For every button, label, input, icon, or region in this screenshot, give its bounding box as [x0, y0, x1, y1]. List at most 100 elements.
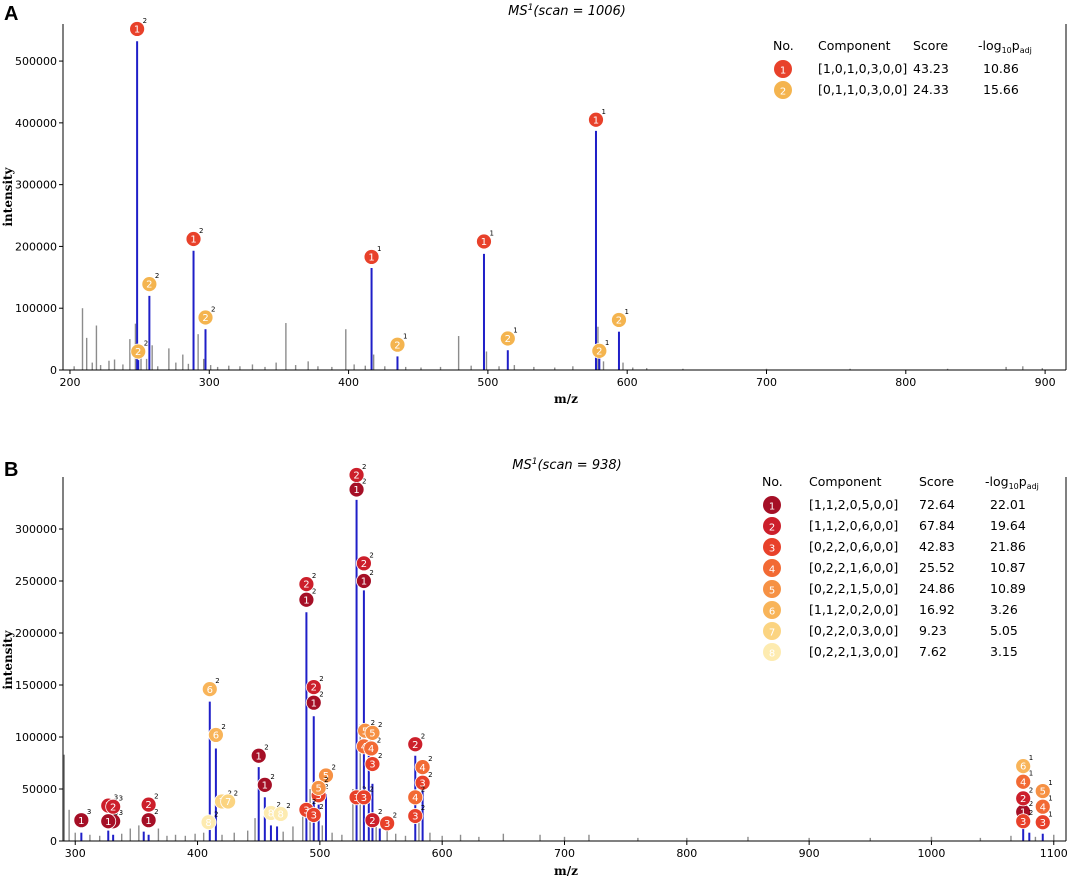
legend-score: 7.62 [919, 644, 947, 659]
legend-swatch-number: 3 [769, 544, 775, 555]
peak-marker-charge: 2 [312, 572, 316, 580]
peak-marker-number: 2 [135, 347, 141, 358]
legend-swatch-number: 2 [780, 87, 786, 98]
peak-marker-number: 2 [394, 340, 400, 351]
x-tick-label: 900 [799, 847, 820, 860]
peak-marker-charge: 1 [1048, 810, 1052, 818]
legend-score: 42.83 [919, 539, 955, 554]
peak-marker-charge: 2 [369, 551, 373, 559]
peak-marker-number: 3 [412, 812, 418, 823]
peak-marker-charge: 2 [228, 789, 232, 797]
y-axis-label-a: intensity [1, 166, 15, 226]
peak-marker-number: 3 [419, 778, 425, 789]
peak-marker [364, 724, 381, 741]
peak-marker-number: 1 [256, 751, 262, 762]
peak-marker-number: 4 [368, 744, 374, 755]
peak-marker-charge: 2 [286, 802, 290, 810]
legend-component: [0,2,2,0,6,0,0] [809, 539, 898, 554]
peak-marker-number: 2 [353, 471, 359, 482]
peak-marker-number: 1 [593, 115, 599, 126]
peak-marker [272, 806, 289, 822]
x-tick-label: 500 [309, 847, 330, 860]
peak-marker [363, 740, 380, 757]
peak-marker-charge: 3 [114, 794, 118, 802]
peak-marker-number: 1 [353, 485, 359, 496]
peak-marker-charge: 2 [1029, 800, 1033, 808]
peak-marker-number: 2 [412, 740, 418, 751]
x-tick-label: 600 [617, 376, 638, 389]
peak-marker-charge: 2 [312, 798, 316, 806]
peak-marker [591, 342, 608, 359]
legend-score: 72.64 [919, 497, 955, 512]
legend-header-score: Score [913, 38, 948, 53]
peak-marker-charge: 3 [119, 809, 123, 817]
panel-b: B MS1(scan = 938) 1212121212121213131312… [1, 457, 1068, 878]
peak-marker [499, 330, 516, 347]
y-tick-label: 100000 [15, 731, 57, 744]
peak-marker [476, 233, 492, 250]
legend-swatch-number: 8 [769, 649, 775, 660]
y-tick-label: 400000 [15, 117, 57, 130]
peak-marker-number: 8 [278, 810, 284, 821]
peak-marker [130, 343, 147, 360]
peak-marker [363, 249, 380, 265]
y-tick-label: 500000 [15, 55, 57, 68]
x-tick-label: 300 [65, 847, 86, 860]
y-tick-label: 300000 [15, 179, 57, 192]
legend-component: [1,1,2,0,2,0,0] [809, 602, 898, 617]
peak-marker-number: 2 [616, 316, 622, 327]
peak-marker-charge: 2 [369, 569, 373, 577]
x-tick-label: 400 [187, 847, 208, 860]
peak-marker [355, 573, 372, 589]
y-tick-label: 100000 [15, 302, 57, 315]
legend-swatch-number: 6 [769, 607, 775, 618]
peak-marker-number: 4 [1040, 802, 1046, 813]
peak-marker [318, 767, 334, 784]
peak-marker-number: 2 [146, 280, 152, 291]
legend-swatch [763, 496, 781, 514]
peak-marker [250, 747, 267, 764]
peak-marker-charge: 2 [215, 677, 219, 685]
legend-swatch [763, 559, 781, 577]
x-tick-label: 1100 [1040, 847, 1068, 860]
peak-marker-charge: 2 [331, 763, 335, 771]
peak-marker [348, 467, 365, 483]
x-axis-label-a: m/z [554, 392, 578, 406]
x-axis-label-b: m/z [554, 864, 578, 878]
legend-swatch [763, 622, 781, 640]
peak-marker [1015, 758, 1032, 775]
x-tick-label: 700 [756, 376, 777, 389]
legend-header-component: Component [818, 38, 891, 53]
peak-marker-charge: 1 [489, 229, 493, 237]
x-tick-label: 800 [676, 847, 697, 860]
peak-marker-charge: 2 [234, 789, 238, 797]
x-tick-label: 600 [432, 847, 453, 860]
peak-marker-number: 1 [262, 780, 268, 791]
peak-marker [355, 555, 372, 572]
y-tick-label: 300000 [15, 523, 57, 536]
x-tick-label: 300 [199, 376, 220, 389]
peak-marker-number: 7 [225, 797, 231, 808]
peak-marker-charge: 2 [324, 776, 328, 784]
peak-marker [1015, 773, 1032, 790]
peak-marker-number: 5 [323, 771, 329, 782]
peak-marker [200, 814, 217, 831]
peak-marker-charge: 2 [312, 588, 316, 596]
peak-marker-charge: 1 [601, 108, 605, 116]
peak-marker-charge: 2 [362, 785, 366, 793]
y-tick-label: 200000 [15, 627, 57, 640]
x-tick-label: 400 [338, 376, 359, 389]
peak-marker-number: 1 [1020, 807, 1026, 818]
peak-marker [141, 276, 158, 293]
peak-marker-charge: 1 [403, 333, 407, 341]
legend-component: [1,1,2,0,6,0,0] [809, 518, 898, 533]
legend-a: No. Component Score -log10padj 1 [1,0,1,0,3,0… [773, 38, 1032, 99]
peak-marker [355, 789, 372, 806]
legend-log-p: 19.64 [990, 518, 1026, 533]
peak-marker [611, 312, 627, 328]
legend-score: 9.23 [919, 623, 947, 638]
peak-marker-charge: 2 [1029, 809, 1033, 817]
peak-marker-number: 4 [419, 763, 425, 774]
peak-marker-number: 6 [213, 731, 219, 742]
